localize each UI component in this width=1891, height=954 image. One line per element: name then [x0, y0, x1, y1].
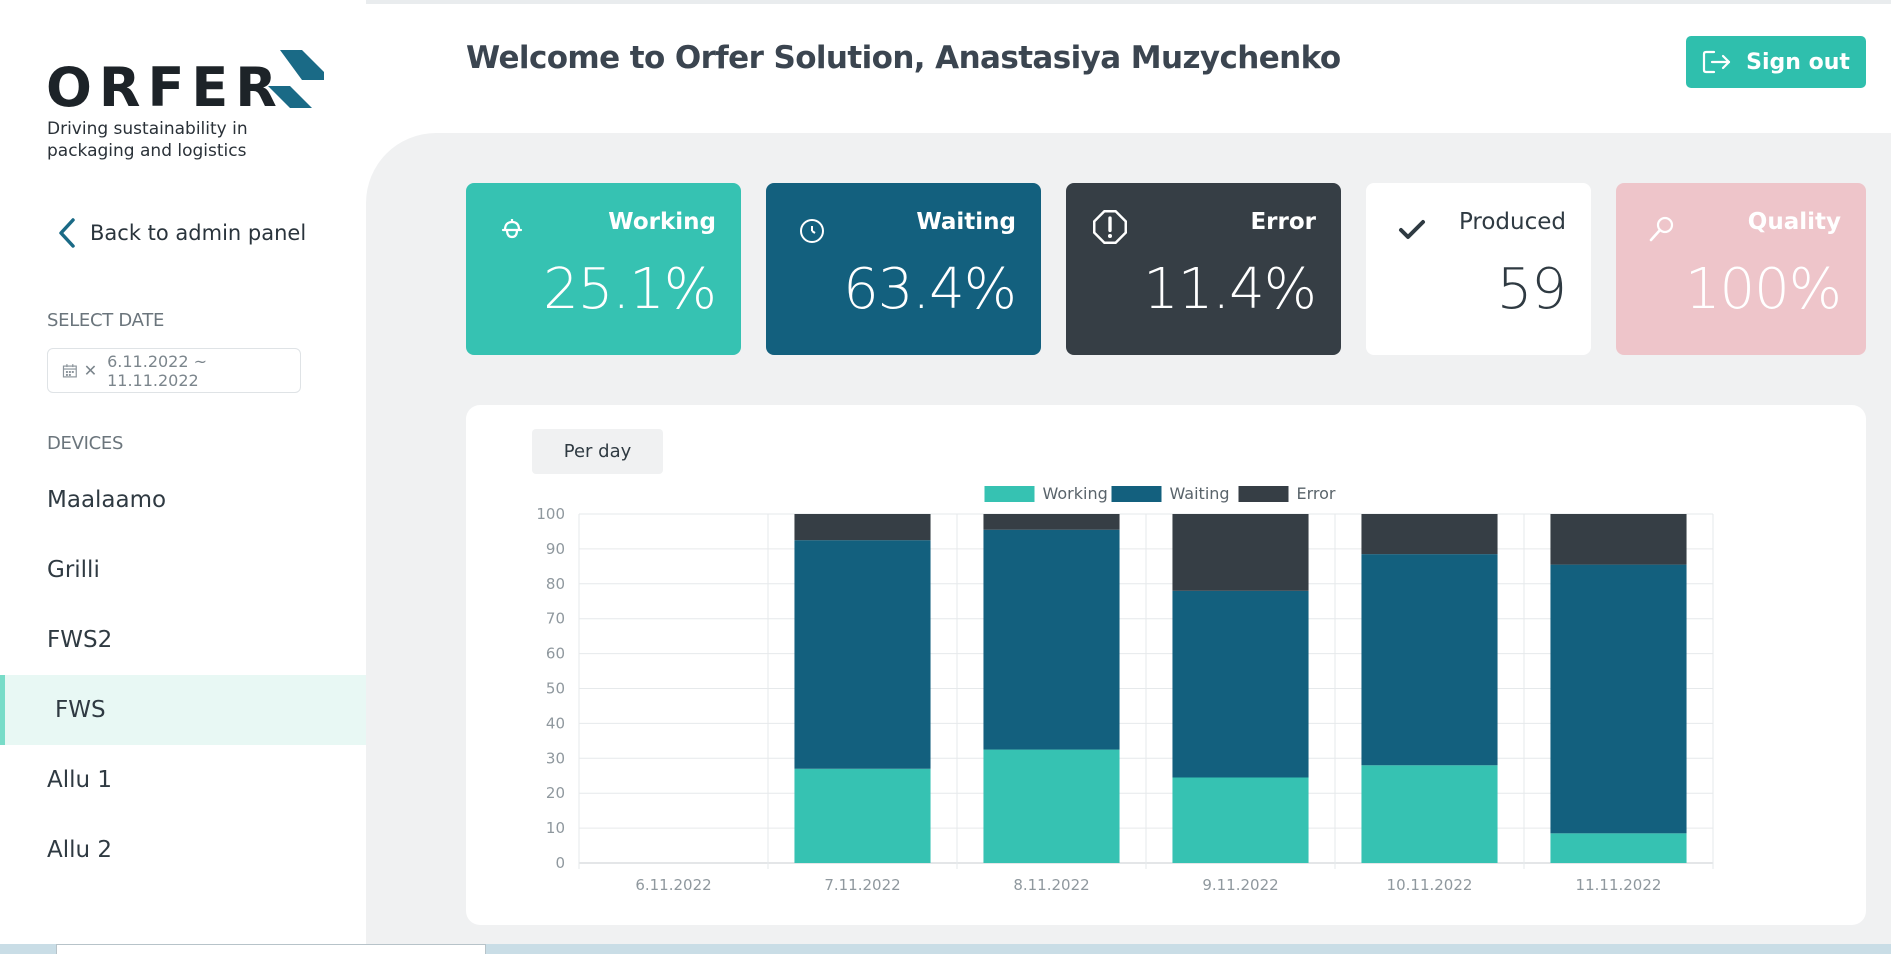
devices-label: DEVICES	[47, 433, 124, 454]
page-title: Welcome to Orfer Solution, Anastasiya Mu…	[466, 40, 1341, 76]
quality-title: Quality	[1747, 209, 1841, 235]
legend-label-error: Error	[1297, 484, 1336, 503]
y-tick-label: 60	[546, 645, 565, 663]
back-to-admin-link[interactable]: Back to admin panel	[56, 216, 306, 250]
x-tick-label: 6.11.2022	[635, 876, 711, 894]
bar-segment-working	[1361, 765, 1498, 863]
produced-value: 59	[1496, 257, 1567, 322]
select-date-label: SELECT DATE	[47, 310, 165, 331]
check-icon	[1399, 220, 1425, 239]
bar-segment-working	[794, 768, 931, 863]
per-day-toggle[interactable]: Per day	[532, 429, 663, 474]
device-item-allu-2[interactable]: Allu 2	[47, 837, 113, 863]
y-tick-label: 20	[546, 784, 565, 802]
sign-out-label: Sign out	[1746, 49, 1850, 75]
x-tick-label: 7.11.2022	[824, 876, 900, 894]
device-item-allu-1[interactable]: Allu 1	[47, 767, 113, 793]
bar-segment-waiting	[1172, 590, 1309, 778]
y-tick-label: 80	[546, 575, 565, 593]
y-tick-label: 50	[546, 680, 565, 698]
waiting-title: Waiting	[916, 209, 1016, 235]
device-item-maalaamo[interactable]: Maalaamo	[47, 487, 167, 513]
date-range-picker[interactable]: ✕ 6.11.2022 ~ 11.11.2022	[47, 348, 301, 393]
stat-card-error: Error 11.4%	[1066, 183, 1341, 355]
clear-date-icon[interactable]: ✕	[83, 362, 98, 380]
x-tick-label: 9.11.2022	[1202, 876, 1278, 894]
bar-segment-error	[983, 514, 1120, 530]
clock-icon	[800, 219, 824, 243]
legend-swatch-waiting	[1111, 486, 1162, 502]
produced-title: Produced	[1458, 209, 1566, 235]
alert-icon	[1093, 210, 1127, 244]
logo-mark-icon	[268, 50, 324, 108]
error-value: 11.4%	[1143, 257, 1317, 322]
chevron-left-icon	[59, 218, 75, 248]
legend-swatch-error	[1238, 486, 1289, 502]
stat-card-working: Working 25.1%	[466, 183, 741, 355]
x-tick-label: 8.11.2022	[1013, 876, 1089, 894]
search-icon	[1649, 216, 1674, 242]
bar-segment-error	[1550, 514, 1687, 565]
waiting-value: 63.4%	[843, 257, 1017, 322]
working-value: 25.1%	[543, 257, 717, 322]
legend-label-waiting: Waiting	[1170, 484, 1230, 503]
stat-card-produced: Produced 59	[1366, 183, 1591, 355]
logo-tagline: Driving sustainability in packaging and …	[47, 119, 248, 161]
bar-segment-error	[1172, 514, 1309, 591]
legend-swatch-working	[984, 486, 1035, 502]
bar-segment-working	[1172, 777, 1309, 863]
bar-segment-waiting	[1361, 554, 1498, 766]
logo-wordmark: ORFER	[46, 56, 284, 119]
taskbar-field	[56, 944, 486, 954]
orfer-logo: ORFER Driving sustainability in packagin…	[46, 50, 326, 170]
quality-value: 100%	[1684, 257, 1842, 322]
y-tick-label: 0	[555, 854, 565, 872]
calendar-icon	[62, 363, 77, 377]
y-tick-label: 100	[536, 505, 565, 523]
x-tick-label: 10.11.2022	[1387, 876, 1473, 894]
y-tick-label: 40	[546, 714, 565, 732]
date-range-value: 6.11.2022 ~ 11.11.2022	[107, 351, 208, 390]
y-tick-label: 30	[546, 749, 565, 767]
device-list: Maalaamo Grilli FWS2 FWS Allu 1 Allu 2	[0, 465, 366, 885]
device-item-fws2[interactable]: FWS2	[47, 627, 113, 653]
taskbar-strip	[0, 944, 1891, 954]
sign-out-icon	[1703, 50, 1731, 74]
bar-segment-error	[1361, 514, 1498, 555]
error-title: Error	[1250, 209, 1316, 235]
back-link-label: Back to admin panel	[90, 221, 307, 245]
bar-segment-waiting	[983, 529, 1120, 750]
bar-segment-working	[983, 749, 1120, 863]
stat-card-waiting: Waiting 63.4%	[766, 183, 1041, 355]
x-tick-label: 11.11.2022	[1576, 876, 1662, 894]
y-tick-label: 90	[546, 540, 565, 558]
bar-segment-waiting	[1550, 564, 1687, 834]
bar-segment-working	[1550, 833, 1687, 863]
bar-segment-error	[794, 514, 931, 541]
sidebar: ORFER Driving sustainability in packagin…	[0, 0, 366, 954]
y-tick-label: 70	[546, 610, 565, 628]
device-item-fws[interactable]: FWS	[0, 675, 366, 745]
working-title: Working	[608, 209, 716, 235]
device-item-grilli[interactable]: Grilli	[47, 557, 100, 583]
sign-out-button[interactable]: Sign out	[1686, 36, 1866, 88]
stacked-bar-chart: 0 10 20 30 40 50 60 70 80 90 100 6.11.2022 7.11.2022…	[536, 484, 1714, 894]
top-border	[0, 0, 1891, 4]
stat-card-quality: Quality 100%	[1616, 183, 1866, 355]
y-tick-label: 10	[546, 819, 565, 837]
legend-label-working: Working	[1043, 484, 1108, 503]
helmet-icon	[501, 219, 523, 239]
bar-segment-waiting	[794, 540, 931, 769]
